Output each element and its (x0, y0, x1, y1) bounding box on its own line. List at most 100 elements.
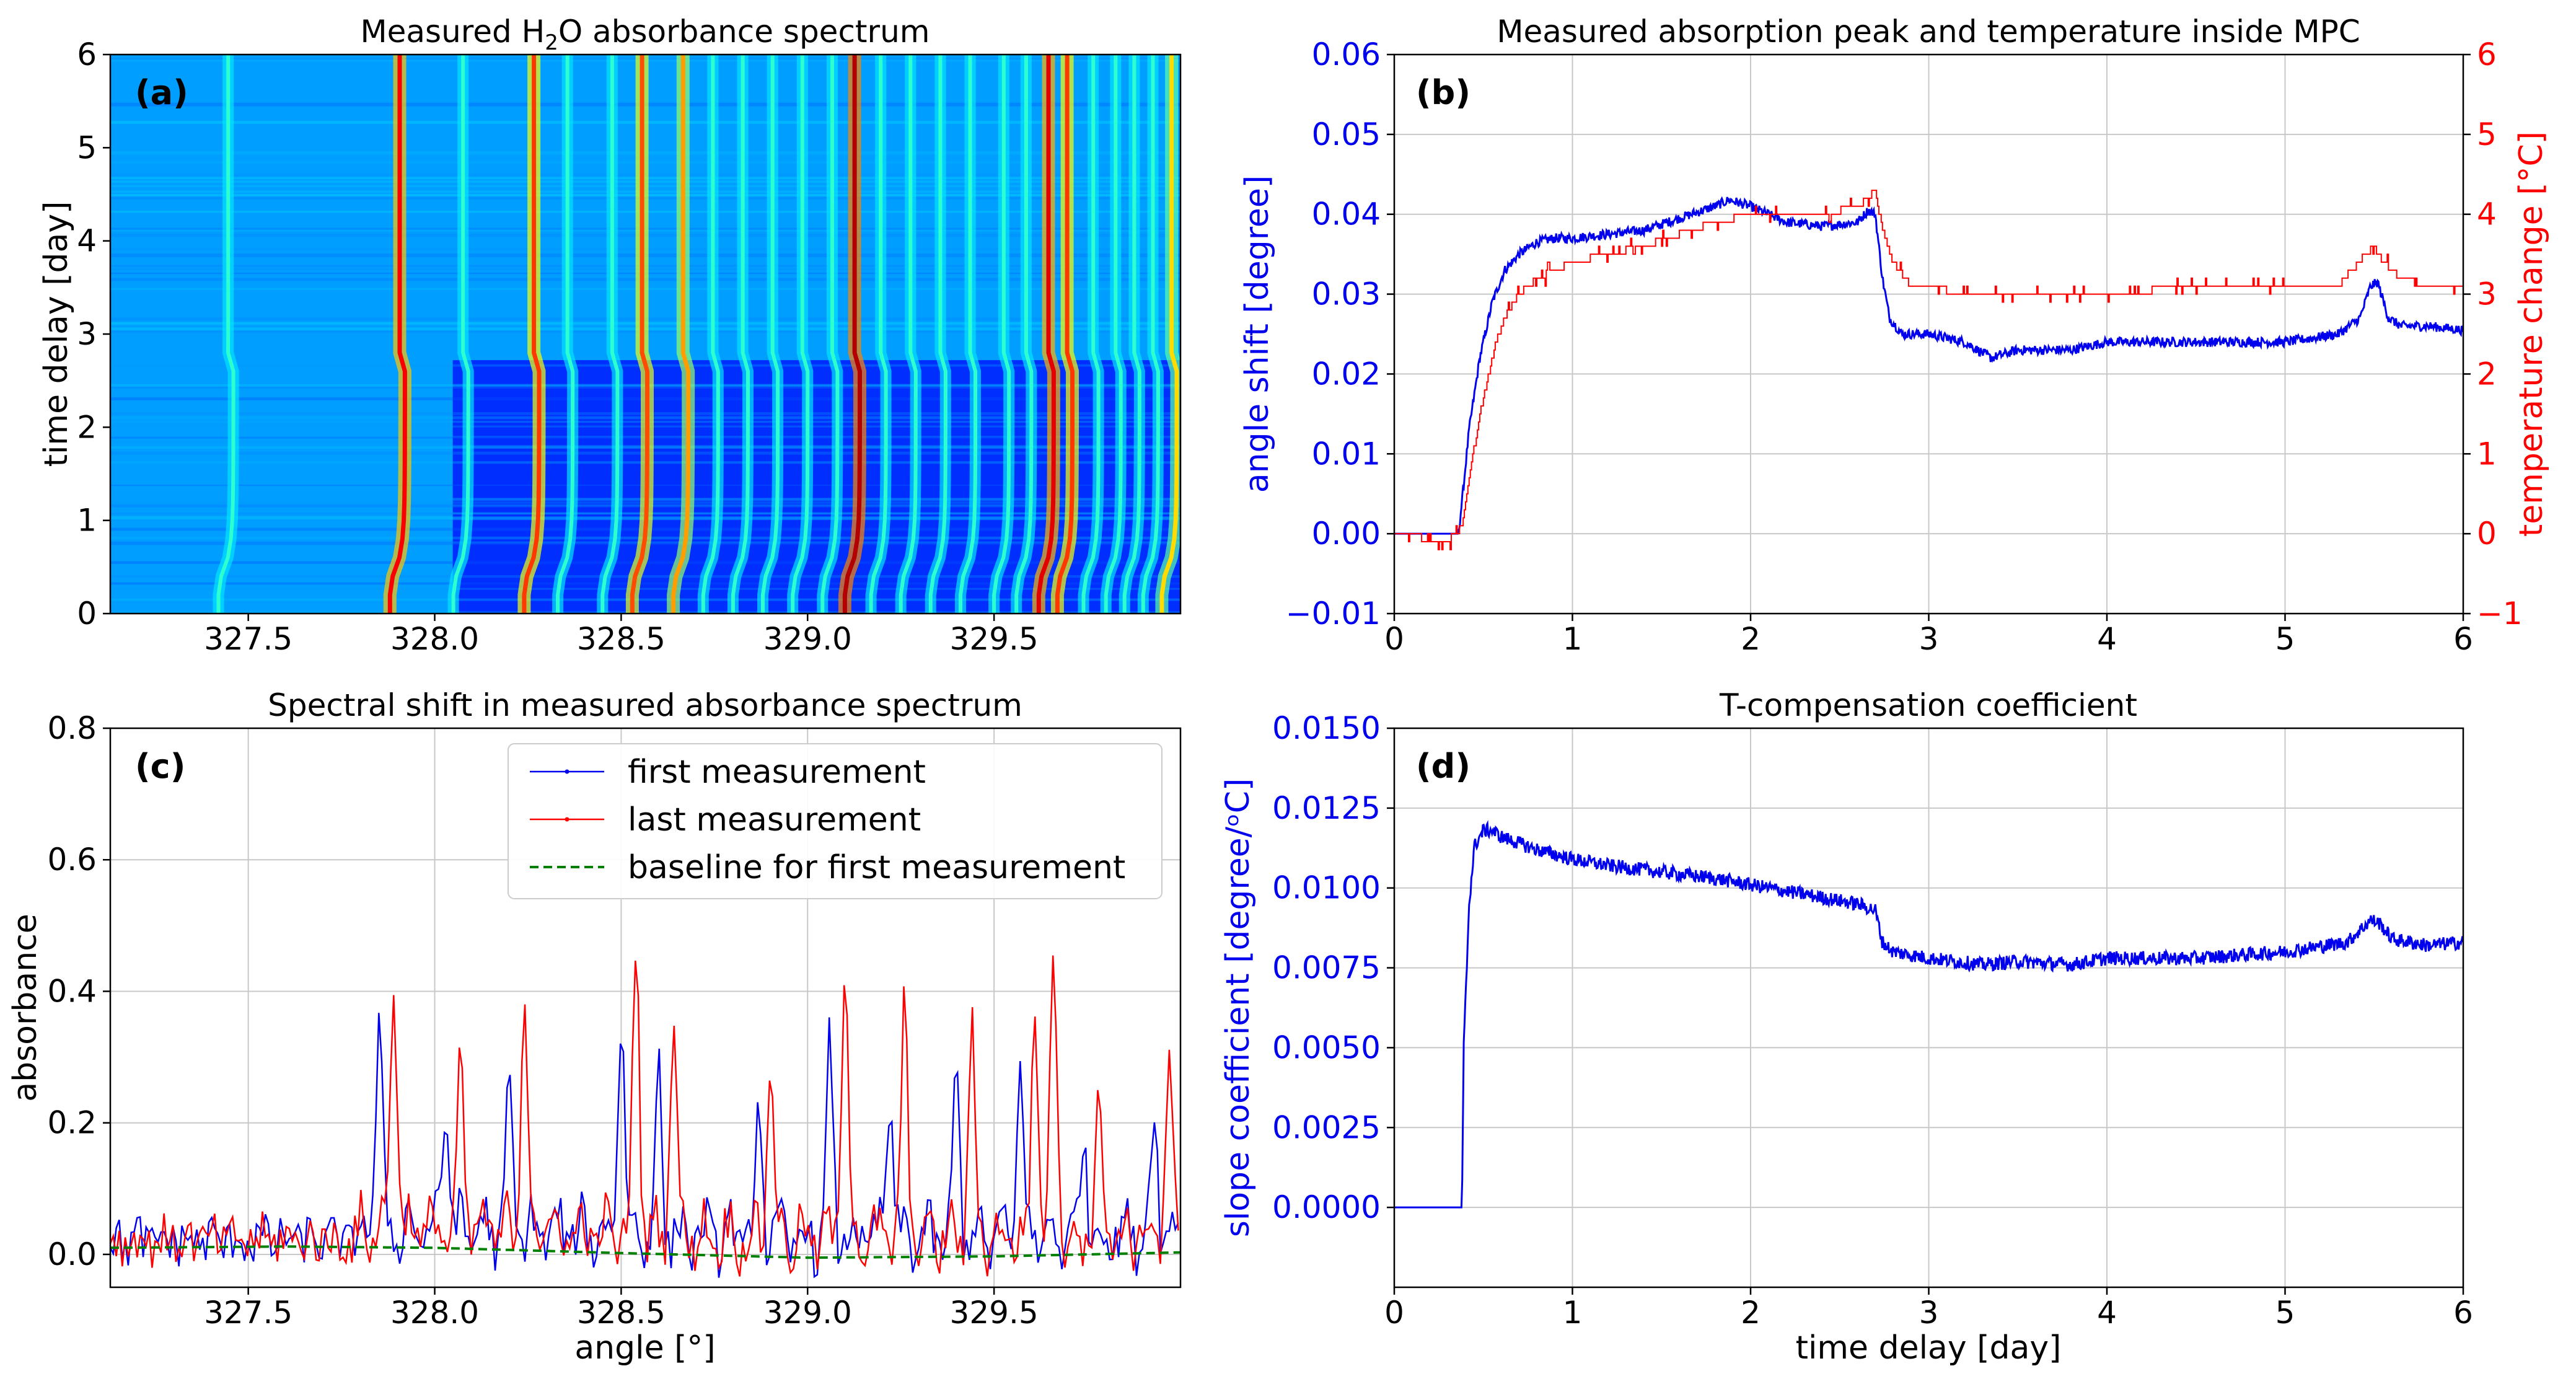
x-tick-label: 0 (1384, 621, 1404, 657)
legend-marker-last (565, 817, 569, 822)
y-tick-label: 0.0000 (1272, 1189, 1381, 1225)
heatmap-texture (110, 611, 1180, 614)
spectral-line (1104, 55, 1123, 614)
panel-c-ylabel: absorbance (7, 914, 44, 1102)
spectral-line (820, 55, 840, 614)
series-line-last-measurement (110, 955, 1179, 1277)
panel-d-y-axis: 0.0000 0.0025 0.0050 0.0075 0.0100 0.0125 0.01… (1272, 710, 1394, 1225)
x-tick-label: 3 (1919, 1295, 1939, 1331)
x-tick-label: 329.5 (950, 1295, 1039, 1331)
panel-b-ylabel-right: temperature change [°C] (2513, 131, 2550, 537)
x-tick-label: 5 (2275, 621, 2295, 657)
x-tick-label: 1 (1563, 1295, 1583, 1331)
y-tick-label-right: −1 (2477, 596, 2523, 632)
x-tick-label: 2 (1741, 1295, 1761, 1331)
panel-a: Measured H2O absorbance spectrum (a) 327… (38, 14, 1182, 657)
panel-a-y-axis: 0 1 2 3 4 5 6 (77, 37, 110, 632)
panel-a-letter: (a) (135, 73, 188, 112)
y-tick-label: 0.01 (1312, 436, 1381, 472)
panel-c-xlabel: angle [°] (574, 1329, 715, 1367)
y-tick-label: 1 (77, 503, 97, 539)
y-tick-label: 0.6 (47, 842, 97, 878)
spectral-line (216, 55, 235, 614)
y-tick-label: 0.0 (47, 1236, 97, 1272)
panel-d-grid (1394, 728, 2464, 1287)
x-tick-label: 329.0 (763, 621, 852, 657)
spectral-line (959, 55, 977, 614)
spectral-line (701, 55, 720, 614)
spectral-line (1159, 55, 1179, 614)
panel-a-title: Measured H2O absorbance spectrum (360, 14, 930, 55)
series-line-first-measurement (110, 1013, 1179, 1279)
panel-c-x-axis: 327.5 328.0 328.5 329.0 329.5 (204, 1287, 1039, 1331)
heatmap-image (110, 55, 1180, 614)
x-tick-label: 328.0 (390, 1295, 479, 1331)
series-line-temperature-change (1394, 190, 2463, 550)
y-tick-label: 0.4 (47, 973, 97, 1009)
x-tick-label: 328.5 (577, 1295, 666, 1331)
x-tick-label: 6 (2453, 1295, 2473, 1331)
x-tick-label: 329.5 (950, 621, 1039, 657)
panel-c-frame (109, 727, 1182, 1289)
y-tick-label-right: 1 (2477, 436, 2497, 472)
y-tick-label-right: 6 (2477, 37, 2497, 73)
y-tick-label: 0.02 (1312, 356, 1381, 392)
x-tick-label: 329.0 (763, 1295, 852, 1331)
y-tick-label: 0.03 (1312, 276, 1381, 312)
panel-d-xlabel: time delay [day] (1796, 1329, 2062, 1367)
spectral-line (1081, 55, 1101, 614)
legend-label-last: last measurement (628, 801, 921, 839)
spectral-line (451, 55, 470, 614)
x-tick-label: 327.5 (204, 621, 292, 657)
series-line-slope-coefficient (1394, 819, 2463, 1209)
heatmap-texture (110, 582, 1180, 585)
x-tick-label: 4 (2097, 1295, 2117, 1331)
spectral-line (1036, 55, 1056, 614)
spectral-line (556, 55, 575, 614)
panel-d-ylabel: slope coefficient [degree/ᵒC] (1220, 778, 1257, 1238)
y-tick-label: 0.0100 (1272, 870, 1381, 906)
series-line-baseline (110, 1245, 1180, 1259)
legend-label-baseline: baseline for first measurement (628, 849, 1125, 886)
spectral-line (1055, 55, 1075, 614)
panel-a-ylabel: time delay [day] (38, 201, 75, 467)
x-tick-label: 6 (2453, 621, 2473, 657)
y-tick-label: 3 (77, 316, 97, 352)
spectral-line (731, 55, 750, 614)
spectral-line (522, 55, 542, 614)
x-tick-label: 5 (2275, 1295, 2295, 1331)
spectral-line (387, 55, 407, 614)
panel-b: Measured absorption peak and temperature… (1239, 14, 2550, 657)
y-tick-label: 0.00 (1312, 516, 1381, 552)
spectral-line (869, 55, 888, 614)
panel-c: Spectral shift in measured absorbance sp… (7, 687, 1182, 1367)
x-tick-label: 328.0 (390, 621, 479, 657)
y-tick-label: 0.04 (1312, 196, 1381, 232)
spectral-line (928, 55, 947, 614)
legend-label-first: first measurement (628, 754, 926, 791)
y-tick-label: 0.8 (47, 710, 97, 746)
panel-d-letter: (d) (1416, 747, 1470, 786)
x-tick-label: 3 (1919, 621, 1939, 657)
legend-marker-first (565, 769, 569, 774)
x-tick-label: 327.5 (204, 1295, 292, 1331)
heatmap-texture (110, 598, 1180, 601)
panel-c-legend: first measurement last measurement basel… (508, 743, 1163, 899)
y-tick-label: 0 (77, 596, 97, 632)
heatmap-texture (110, 588, 1180, 590)
spectral-line (671, 55, 691, 614)
x-tick-label: 328.5 (577, 621, 666, 657)
panel-b-y-axis-left: −0.01 0.00 0.01 0.02 0.03 0.04 0.05 0.06 (1286, 37, 1394, 632)
panel-a-x-axis: 327.5 328.0 328.5 329.0 329.5 (204, 614, 1039, 657)
spectral-line (600, 55, 620, 614)
y-tick-label: 4 (77, 223, 97, 259)
spectral-line (1014, 55, 1034, 614)
panel-c-title: Spectral shift in measured absorbance sp… (268, 687, 1022, 723)
spectral-line (630, 55, 649, 614)
spectral-line (842, 55, 862, 614)
y-tick-label: 0.0125 (1272, 790, 1381, 826)
panel-b-letter: (b) (1416, 73, 1470, 112)
y-tick-label: 2 (77, 409, 97, 445)
panel-c-letter: (c) (135, 747, 185, 786)
